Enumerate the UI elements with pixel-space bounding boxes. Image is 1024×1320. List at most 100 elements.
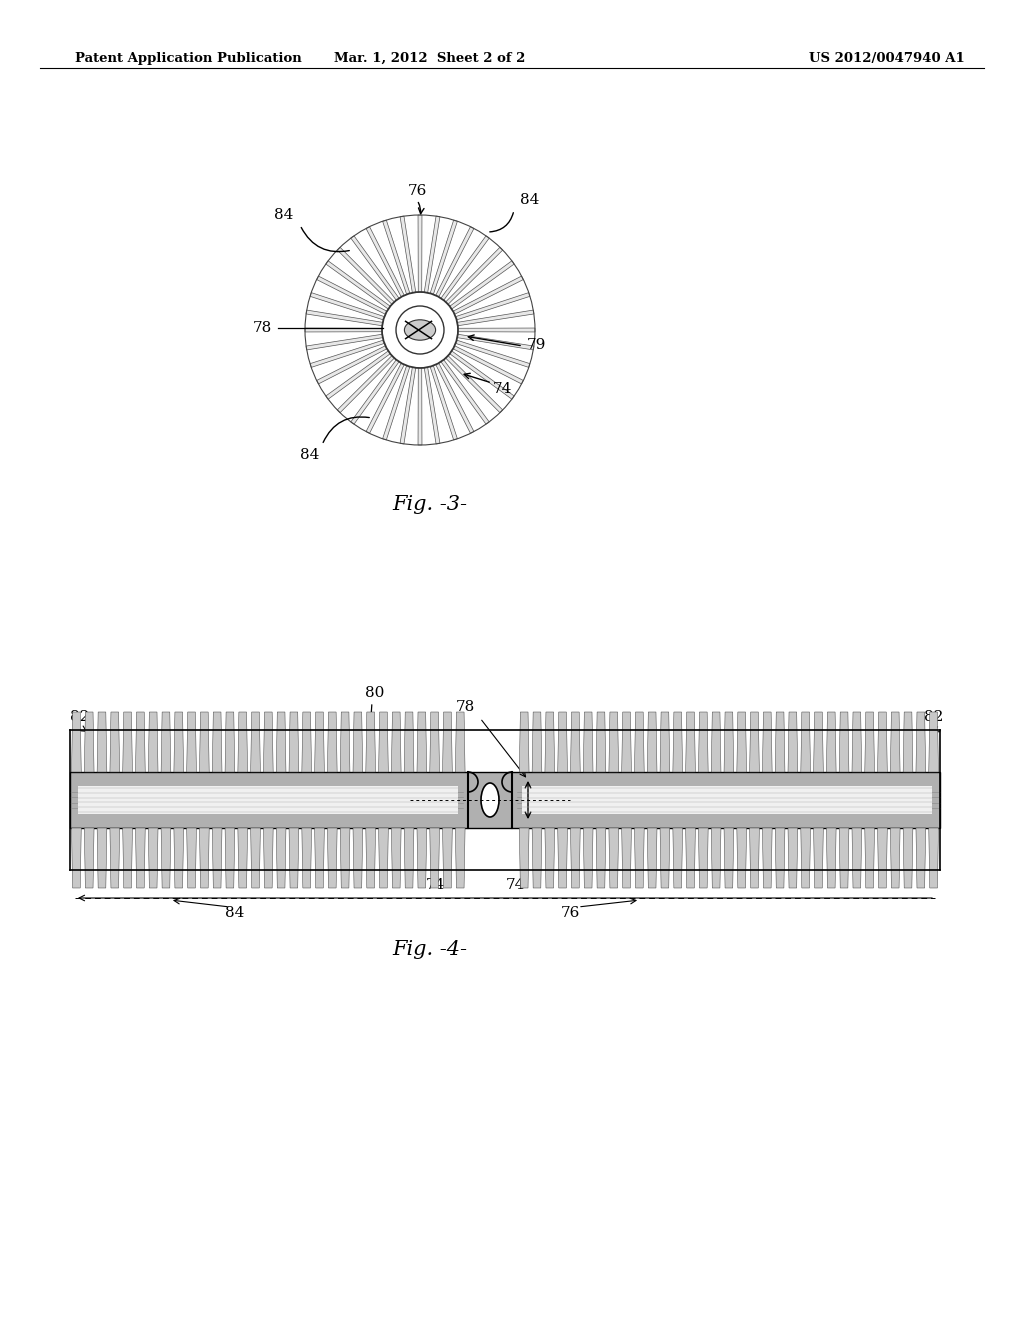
Polygon shape [417, 711, 427, 772]
Polygon shape [430, 828, 439, 888]
Polygon shape [391, 828, 401, 888]
Polygon shape [451, 276, 523, 315]
Polygon shape [737, 711, 746, 772]
Polygon shape [443, 247, 503, 306]
Polygon shape [404, 711, 414, 772]
Polygon shape [418, 364, 422, 445]
Polygon shape [915, 828, 926, 888]
Polygon shape [788, 828, 798, 888]
Polygon shape [447, 261, 514, 310]
Polygon shape [424, 364, 440, 444]
Polygon shape [434, 360, 474, 433]
Polygon shape [712, 828, 721, 888]
Polygon shape [316, 345, 390, 384]
Polygon shape [532, 828, 542, 888]
Polygon shape [609, 711, 618, 772]
Polygon shape [276, 828, 286, 888]
Polygon shape [302, 828, 311, 888]
Circle shape [396, 306, 444, 354]
Polygon shape [316, 276, 390, 315]
Polygon shape [840, 828, 849, 888]
Polygon shape [110, 828, 120, 888]
Polygon shape [775, 711, 785, 772]
Polygon shape [306, 310, 386, 326]
Polygon shape [186, 828, 197, 888]
Polygon shape [596, 828, 606, 888]
Polygon shape [712, 711, 721, 772]
Polygon shape [698, 828, 709, 888]
Polygon shape [647, 711, 657, 772]
Polygon shape [814, 828, 823, 888]
Polygon shape [929, 828, 938, 888]
Polygon shape [545, 711, 555, 772]
Polygon shape [251, 828, 260, 888]
Polygon shape [351, 358, 400, 424]
Polygon shape [337, 354, 396, 413]
Text: 74: 74 [505, 878, 524, 892]
Polygon shape [391, 711, 401, 772]
Polygon shape [289, 828, 299, 888]
Text: Patent Application Publication: Patent Application Publication [75, 51, 302, 65]
Polygon shape [379, 828, 388, 888]
Polygon shape [326, 350, 393, 399]
Text: 84: 84 [273, 209, 293, 222]
Polygon shape [570, 828, 581, 888]
Polygon shape [340, 828, 350, 888]
Polygon shape [97, 711, 106, 772]
Polygon shape [148, 828, 158, 888]
Polygon shape [865, 828, 874, 888]
Ellipse shape [404, 319, 435, 341]
Polygon shape [200, 711, 209, 772]
Polygon shape [353, 711, 362, 772]
Polygon shape [366, 360, 406, 433]
Polygon shape [763, 711, 772, 772]
Polygon shape [225, 828, 234, 888]
Polygon shape [251, 711, 260, 772]
Polygon shape [903, 711, 912, 772]
Polygon shape [788, 711, 798, 772]
Polygon shape [439, 358, 489, 424]
Polygon shape [328, 828, 337, 888]
Circle shape [382, 292, 458, 368]
Polygon shape [97, 828, 106, 888]
Polygon shape [186, 711, 197, 772]
Polygon shape [383, 363, 411, 440]
Polygon shape [455, 310, 534, 326]
Text: 78: 78 [253, 321, 272, 335]
Polygon shape [801, 828, 811, 888]
Polygon shape [351, 236, 400, 302]
Polygon shape [519, 711, 529, 772]
Polygon shape [878, 711, 887, 772]
Polygon shape [328, 711, 337, 772]
Polygon shape [890, 828, 900, 888]
Polygon shape [161, 828, 171, 888]
Polygon shape [660, 828, 670, 888]
Text: 84: 84 [300, 447, 319, 462]
Polygon shape [366, 828, 376, 888]
Polygon shape [724, 711, 734, 772]
Text: 76: 76 [560, 906, 580, 920]
Polygon shape [584, 828, 593, 888]
Polygon shape [212, 828, 222, 888]
Polygon shape [418, 215, 422, 296]
Polygon shape [123, 711, 132, 772]
Polygon shape [570, 711, 581, 772]
Polygon shape [660, 711, 670, 772]
Polygon shape [148, 711, 158, 772]
Polygon shape [263, 828, 273, 888]
Polygon shape [878, 828, 887, 888]
Text: 74: 74 [425, 878, 444, 892]
Polygon shape [558, 828, 567, 888]
Text: 82: 82 [924, 710, 943, 723]
Text: 82: 82 [70, 710, 89, 723]
Polygon shape [890, 711, 900, 772]
Polygon shape [686, 711, 695, 772]
Polygon shape [929, 711, 938, 772]
Polygon shape [314, 828, 325, 888]
Polygon shape [865, 711, 874, 772]
Polygon shape [673, 711, 683, 772]
Polygon shape [453, 293, 530, 321]
Polygon shape [340, 711, 350, 772]
Polygon shape [238, 711, 248, 772]
Polygon shape [383, 220, 411, 297]
